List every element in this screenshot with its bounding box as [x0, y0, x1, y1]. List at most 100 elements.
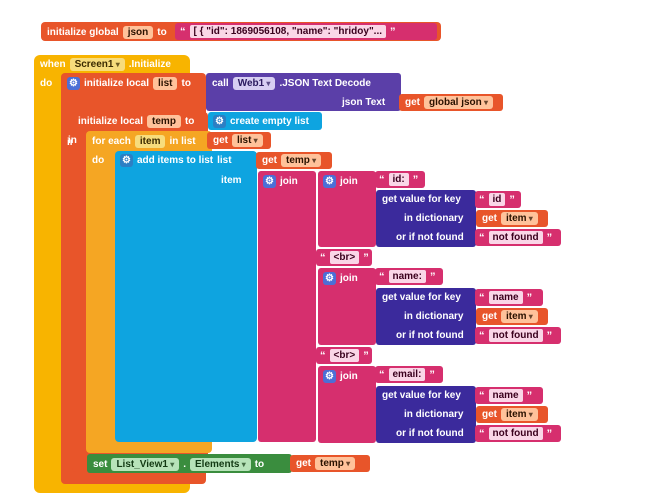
get-list-label: get — [213, 135, 228, 146]
get-value-key-3: get value for key — [382, 389, 461, 401]
key-name-block-1[interactable]: “name” — [475, 289, 543, 306]
q17: “ — [379, 368, 385, 381]
item-param-label: item — [221, 174, 242, 186]
when-label: when — [40, 58, 66, 70]
q20: ” — [526, 389, 533, 402]
key-id-block[interactable]: “id” — [475, 191, 521, 208]
get-temp-block[interactable]: get temp — [256, 152, 332, 169]
get-label: get — [405, 97, 420, 108]
join-name-block[interactable]: ⚙ join — [318, 268, 376, 345]
call-label: call — [212, 77, 229, 89]
text-br-block-1[interactable]: “<br>” — [316, 249, 372, 266]
text-email-value[interactable]: email: — [388, 368, 426, 381]
global-json-block[interactable]: initialize global json to “ [ { "id": 18… — [41, 22, 441, 41]
get-global-json-var[interactable]: global json — [424, 96, 494, 109]
q14: ” — [546, 329, 553, 342]
get-item-var-3[interactable]: item — [501, 408, 538, 421]
get-list-block[interactable]: get list — [207, 132, 271, 149]
quote-close: ” — [390, 25, 396, 38]
q19: “ — [479, 389, 485, 402]
text-id-block[interactable]: “ id: ” — [375, 171, 425, 188]
text-name-value[interactable]: name: — [388, 270, 426, 283]
foreach-do-label: do — [92, 154, 105, 166]
dict-lookup-name-block[interactable]: get value for key in dictionary or if no… — [376, 288, 476, 345]
br-value-2[interactable]: <br> — [329, 349, 360, 362]
get-item-block-1[interactable]: get item — [476, 210, 548, 227]
q11: “ — [479, 291, 485, 304]
set-to-label: to — [254, 458, 265, 470]
q3: “ — [479, 193, 485, 206]
dict-lookup-email-block[interactable]: get value for key in dictionary or if no… — [376, 386, 476, 443]
quote-close-2: ” — [412, 173, 419, 186]
key-id-value[interactable]: id — [488, 193, 506, 206]
get-temp-var-2[interactable]: temp — [315, 457, 356, 470]
get-item-block-3[interactable]: get item — [476, 406, 548, 423]
local-list-var[interactable]: list — [153, 76, 178, 90]
q16: ” — [363, 349, 369, 362]
get-global-json-block[interactable]: get global json — [399, 94, 503, 111]
not-found-text-2[interactable]: “not found” — [475, 327, 561, 344]
local-temp-var[interactable]: temp — [147, 114, 181, 128]
join-email-gear-icon[interactable]: ⚙ — [323, 369, 336, 383]
set-elements-block[interactable]: set List_View1 . Elements to — [87, 454, 292, 473]
q15: “ — [320, 349, 326, 362]
item-var[interactable]: item — [134, 134, 166, 148]
list-gear-icon[interactable]: ⚙ — [213, 114, 226, 128]
mutator-gear-icon[interactable]: ⚙ — [67, 76, 80, 90]
br-value-1[interactable]: <br> — [329, 251, 360, 264]
local-temp-to: to — [184, 115, 195, 127]
join-id-label: join — [340, 175, 358, 187]
elements-dropdown[interactable]: Elements — [190, 457, 251, 471]
get-temp-var[interactable]: temp — [281, 154, 322, 167]
get-item-var-1[interactable]: item — [501, 212, 538, 225]
not-found-label-3: or if not found — [396, 427, 464, 439]
get-item-block-2[interactable]: get item — [476, 308, 548, 325]
for-each-label: for each — [92, 135, 131, 147]
get-item-var-2[interactable]: item — [501, 310, 538, 323]
not-found-value-2[interactable]: not found — [488, 329, 543, 342]
text-email-block[interactable]: “email:” — [375, 366, 443, 383]
global-json-text-block[interactable]: “ [ { "id": 1869056108, "name": "hridoy"… — [175, 23, 437, 40]
key-name-value-2[interactable]: name — [488, 389, 523, 402]
q13: “ — [479, 329, 485, 342]
get-temp-block-2[interactable]: get temp — [290, 455, 370, 472]
screen-dropdown[interactable]: Screen1 — [69, 57, 125, 71]
get-list-var[interactable]: list — [232, 134, 263, 147]
init-local-label: initialize local — [84, 77, 150, 89]
create-empty-list-label: create empty list — [230, 115, 309, 127]
create-empty-list-block[interactable]: ⚙ create empty list — [208, 112, 322, 130]
add-items-block[interactable]: ⚙ add items to list list item — [115, 151, 257, 442]
global-var-name[interactable]: json — [122, 25, 154, 39]
get-item-label-1: get — [482, 213, 497, 224]
text-br-block-2[interactable]: “<br>” — [316, 347, 372, 364]
not-found-value-1[interactable]: not found — [488, 231, 543, 244]
not-found-text-1[interactable]: “not found” — [475, 229, 561, 246]
key-name-value-1[interactable]: name — [488, 291, 523, 304]
q4: ” — [509, 193, 515, 206]
join-id-block[interactable]: ⚙ join — [318, 171, 376, 247]
join-gear-icon[interactable]: ⚙ — [263, 174, 276, 188]
list-view-dropdown[interactable]: List_View1 — [111, 457, 180, 471]
q6: ” — [546, 231, 553, 244]
get-temp-label: get — [262, 155, 277, 166]
outer-join-block[interactable]: ⚙ join — [258, 171, 316, 442]
not-found-value-3[interactable]: not found — [488, 427, 543, 440]
not-found-text-3[interactable]: “not found” — [475, 425, 561, 442]
q10: ” — [429, 270, 436, 283]
add-items-gear-icon[interactable]: ⚙ — [120, 153, 133, 167]
global-json-value[interactable]: [ { "id": 1869056108, "name": "hridoy"..… — [189, 25, 387, 38]
in-dict-1: in dictionary — [404, 212, 464, 224]
outer-join-label: join — [280, 175, 298, 187]
q21: “ — [479, 427, 485, 440]
key-name-block-2[interactable]: “name” — [475, 387, 543, 404]
join-id-gear-icon[interactable]: ⚙ — [323, 174, 336, 188]
text-id-value[interactable]: id: — [388, 173, 409, 186]
dict-lookup-id-block[interactable]: get value for key in dictionary or if no… — [376, 190, 476, 247]
web-json-decode-block[interactable]: call Web1 .JSON Text Decode json Text — [206, 73, 401, 111]
q9: “ — [379, 270, 385, 283]
web1-dropdown[interactable]: Web1 — [232, 76, 276, 90]
join-name-gear-icon[interactable]: ⚙ — [323, 271, 336, 285]
list-param-label: list — [217, 154, 232, 166]
text-name-block[interactable]: “name:” — [375, 268, 443, 285]
join-email-block[interactable]: ⚙ join — [318, 366, 376, 443]
